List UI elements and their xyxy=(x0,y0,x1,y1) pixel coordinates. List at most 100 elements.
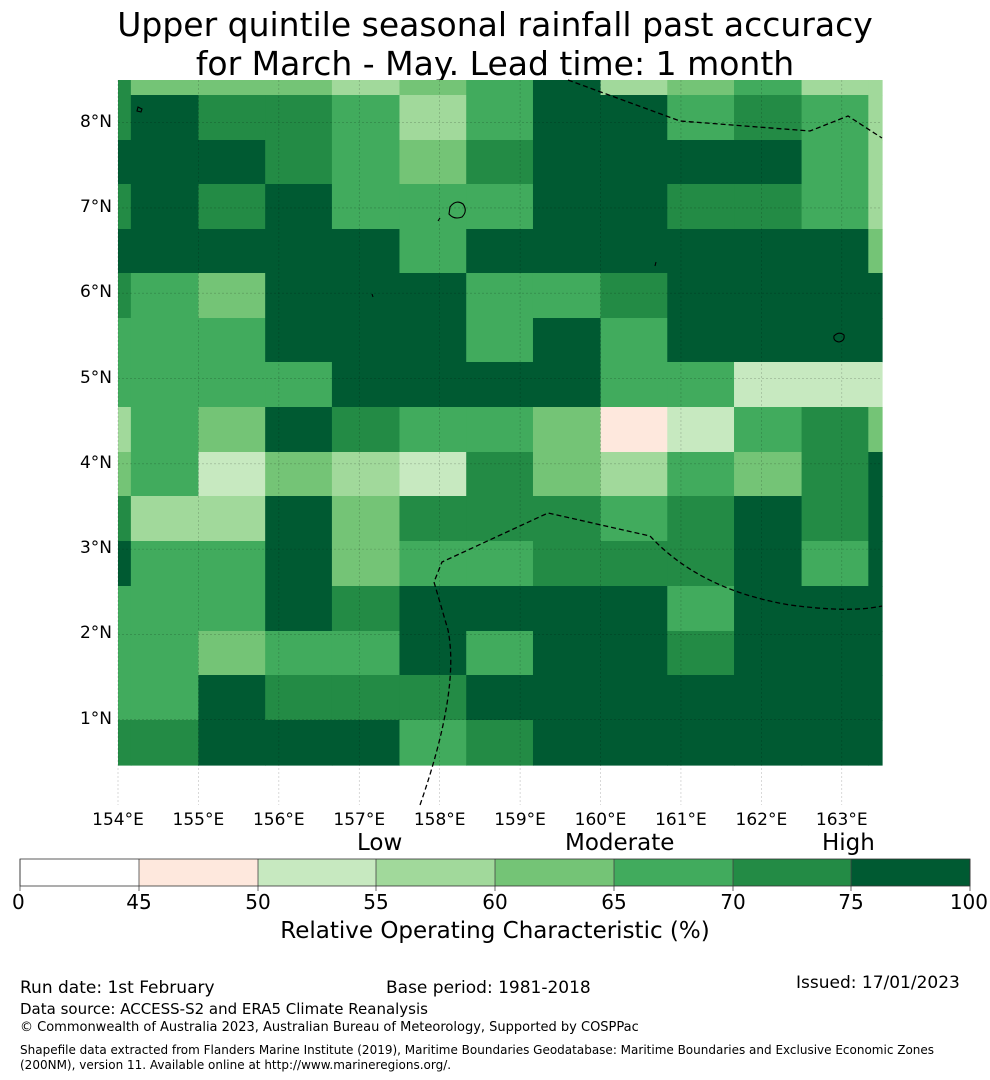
grid-cell xyxy=(198,496,266,542)
grid-cell xyxy=(801,407,869,453)
shapefile-credit: Shapefile data extracted from Flanders M… xyxy=(20,1043,935,1072)
eez-boundary-south xyxy=(419,512,883,806)
grid-cell xyxy=(532,586,602,632)
grid-cell xyxy=(198,80,266,96)
colorbar-tick: 70 xyxy=(720,890,746,914)
grid-cell xyxy=(198,273,266,319)
grid-cell xyxy=(868,80,883,96)
colorbar-frame xyxy=(19,858,971,887)
copyright: © Commonwealth of Australia 2023, Austra… xyxy=(20,1020,639,1035)
grid-cell xyxy=(734,184,803,230)
grid-cell xyxy=(600,140,668,185)
grid-cell xyxy=(532,407,602,453)
grid-cell xyxy=(198,541,266,587)
map-title-line-2: for March - May. Lead time: 1 month xyxy=(195,44,795,83)
grid-cell xyxy=(118,496,132,542)
grid-cell xyxy=(532,95,602,141)
grid-cell xyxy=(868,631,883,676)
grid-cell xyxy=(399,362,467,408)
category-low: Low xyxy=(357,830,403,856)
grid-cell xyxy=(600,229,668,274)
grid-cell xyxy=(130,720,200,766)
grid-cell xyxy=(532,362,602,408)
grid-cell xyxy=(868,496,883,542)
grid-cell xyxy=(399,586,467,632)
grid-cell xyxy=(667,496,735,542)
grid-cell xyxy=(801,675,869,721)
lon-label-155e: 155°E xyxy=(172,810,225,830)
lon-label-157e: 157°E xyxy=(333,810,386,830)
base-period: Base period: 1981-2018 xyxy=(386,978,591,998)
grid-cell xyxy=(265,541,333,587)
grid-cell xyxy=(667,184,735,230)
grid-cell xyxy=(118,318,132,363)
grid-cell xyxy=(118,80,132,96)
grid-cell xyxy=(734,140,803,185)
colorbar-segment xyxy=(20,859,139,886)
grid-cell xyxy=(801,140,869,185)
grid-cell xyxy=(868,586,883,632)
colorbar-tick: 55 xyxy=(363,890,389,914)
grid-cell xyxy=(130,675,200,721)
grid-cell xyxy=(532,229,602,274)
islands xyxy=(136,106,845,343)
grid-cell xyxy=(734,80,803,96)
lon-label-162e: 162°E xyxy=(735,810,788,830)
colorbar-tick: 75 xyxy=(838,890,864,914)
grid-cell xyxy=(532,675,602,721)
grid-cell xyxy=(331,95,401,141)
grid-cell xyxy=(198,720,266,766)
grid-cell xyxy=(801,496,869,542)
grid-cell xyxy=(265,496,333,542)
grid-cell xyxy=(399,140,467,185)
grid-cell xyxy=(868,229,883,274)
grid-cell xyxy=(734,318,803,363)
grid-cell xyxy=(868,541,883,587)
lon-label-154e: 154°E xyxy=(92,810,144,830)
grid-cell xyxy=(868,407,883,453)
grid-cell xyxy=(331,407,401,453)
grid-cell xyxy=(265,586,333,632)
lat-label-8n: 8°N xyxy=(79,111,112,132)
grid-cell xyxy=(532,541,602,587)
grid-cell xyxy=(265,631,333,676)
grid-cell xyxy=(667,318,735,363)
grid-cell xyxy=(466,586,534,632)
grid-cell xyxy=(331,184,401,230)
grid-cell xyxy=(399,631,467,676)
grid-cell xyxy=(130,184,200,230)
colorbar-tick: 45 xyxy=(126,890,152,914)
grid-cell xyxy=(265,407,333,453)
grid-cell xyxy=(532,273,602,319)
grid-cell xyxy=(667,229,735,274)
colorbar-tick: 0 xyxy=(12,890,25,914)
grid-cell xyxy=(466,95,534,141)
grid-cell xyxy=(118,362,132,408)
grid-cell xyxy=(801,95,869,141)
colorbar-segment xyxy=(733,859,851,886)
lat-label-2n: 2°N xyxy=(79,623,112,644)
grid-cell xyxy=(198,362,266,408)
lat-label-6n: 6°N xyxy=(79,282,112,303)
eez-boundaries xyxy=(419,79,883,806)
grid-cell xyxy=(331,496,401,542)
grid-cell xyxy=(118,273,132,319)
grid-cell xyxy=(265,720,333,766)
grid-cell xyxy=(198,407,266,453)
grid-cell xyxy=(130,140,200,185)
grid-cell xyxy=(734,496,803,542)
grid-cell xyxy=(331,452,401,497)
island-pohnpei xyxy=(448,201,466,219)
island-kosrae xyxy=(833,332,845,343)
grid-cell xyxy=(600,273,668,319)
grid-cell xyxy=(399,452,467,497)
grid-cell xyxy=(532,184,602,230)
grid-cell xyxy=(868,720,883,766)
grid-cell xyxy=(198,229,266,274)
lat-label-4n: 4°N xyxy=(79,452,112,473)
grid-cell xyxy=(198,675,266,721)
grid-cell xyxy=(130,407,200,453)
grid-cell xyxy=(801,631,869,676)
colorbar-segment xyxy=(376,859,495,886)
grid-cell xyxy=(118,184,132,230)
